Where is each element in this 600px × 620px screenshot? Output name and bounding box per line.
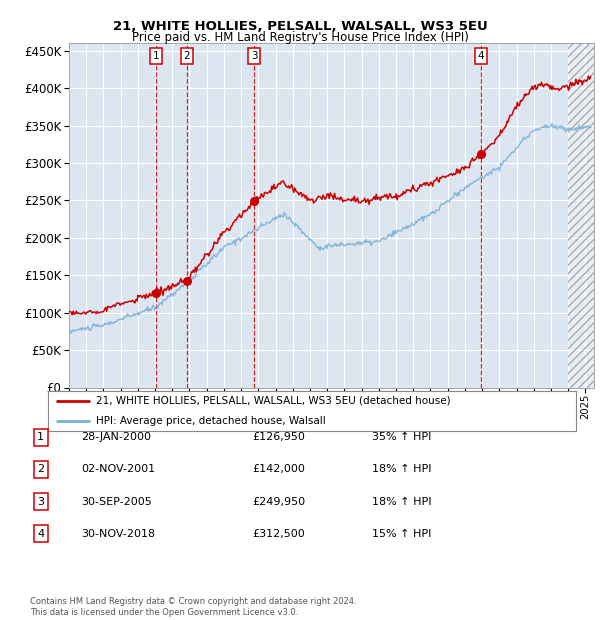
Text: Price paid vs. HM Land Registry's House Price Index (HPI): Price paid vs. HM Land Registry's House … — [131, 31, 469, 44]
Text: 18% ↑ HPI: 18% ↑ HPI — [372, 464, 431, 474]
Text: 4: 4 — [37, 529, 44, 539]
Text: 2: 2 — [37, 464, 44, 474]
Text: HPI: Average price, detached house, Walsall: HPI: Average price, detached house, Wals… — [95, 416, 325, 426]
Text: 18% ↑ HPI: 18% ↑ HPI — [372, 497, 431, 507]
Text: £249,950: £249,950 — [252, 497, 305, 507]
Text: 21, WHITE HOLLIES, PELSALL, WALSALL, WS3 5EU (detached house): 21, WHITE HOLLIES, PELSALL, WALSALL, WS3… — [95, 396, 450, 405]
Bar — [568, 43, 594, 388]
Text: 15% ↑ HPI: 15% ↑ HPI — [372, 529, 431, 539]
Bar — [568, 43, 594, 388]
Bar — [568, 43, 594, 388]
Text: 3: 3 — [37, 497, 44, 507]
Text: £126,950: £126,950 — [252, 432, 305, 442]
Text: 02-NOV-2001: 02-NOV-2001 — [81, 464, 155, 474]
Text: £312,500: £312,500 — [252, 529, 305, 539]
Text: 35% ↑ HPI: 35% ↑ HPI — [372, 432, 431, 442]
Text: Contains HM Land Registry data © Crown copyright and database right 2024.
This d: Contains HM Land Registry data © Crown c… — [30, 598, 356, 617]
Text: £142,000: £142,000 — [252, 464, 305, 474]
Text: 1: 1 — [37, 432, 44, 442]
Text: 3: 3 — [251, 51, 257, 61]
Text: 28-JAN-2000: 28-JAN-2000 — [81, 432, 151, 442]
Text: 30-NOV-2018: 30-NOV-2018 — [81, 529, 155, 539]
Text: 4: 4 — [478, 51, 484, 61]
Text: 21, WHITE HOLLIES, PELSALL, WALSALL, WS3 5EU: 21, WHITE HOLLIES, PELSALL, WALSALL, WS3… — [113, 20, 487, 33]
Text: 2: 2 — [184, 51, 190, 61]
Text: 30-SEP-2005: 30-SEP-2005 — [81, 497, 152, 507]
Text: 1: 1 — [153, 51, 160, 61]
